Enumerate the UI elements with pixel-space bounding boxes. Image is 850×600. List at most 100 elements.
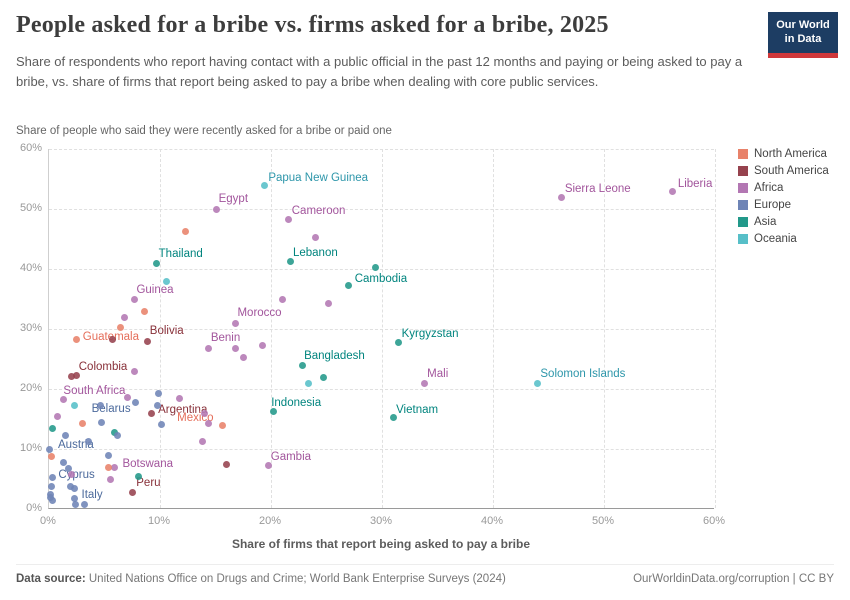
data-point-liberia[interactable] (669, 187, 677, 195)
point-label-argentina[interactable]: Argentina (158, 404, 208, 416)
point-label-cameroon[interactable]: Cameroon (291, 204, 346, 217)
data-point-morocco[interactable] (231, 319, 239, 327)
data-point[interactable] (85, 437, 93, 445)
data-point[interactable] (106, 475, 114, 483)
data-point-peru[interactable] (128, 489, 136, 497)
point-label-cyprus[interactable]: Cyprus (58, 468, 95, 481)
point-label-gambia[interactable]: Gambia (270, 450, 312, 463)
point-label-south-africa[interactable]: South Africa (63, 384, 126, 397)
data-point-vietnam[interactable] (389, 414, 397, 422)
data-point[interactable] (81, 501, 89, 509)
data-point-egypt[interactable] (213, 205, 221, 213)
data-point[interactable] (198, 438, 206, 446)
data-point-sierra-leone[interactable] (558, 193, 566, 201)
data-point-austria[interactable] (45, 445, 53, 453)
point-label-italy[interactable]: Italy (81, 489, 103, 502)
data-point[interactable] (319, 374, 327, 382)
data-point[interactable] (239, 354, 247, 362)
data-point[interactable] (67, 470, 75, 478)
point-label-mali[interactable]: Mali (427, 368, 449, 380)
data-point[interactable] (71, 484, 79, 492)
data-point[interactable] (371, 264, 379, 272)
data-point[interactable] (71, 402, 79, 410)
data-point[interactable] (155, 390, 163, 398)
point-label-egypt[interactable]: Egypt (218, 193, 249, 205)
data-point-bolivia[interactable] (144, 337, 152, 345)
data-point-south-africa[interactable] (59, 396, 67, 404)
data-point[interactable] (47, 483, 55, 491)
legend-item-africa[interactable]: Africa (738, 182, 829, 194)
data-point[interactable] (105, 463, 113, 471)
credit-link[interactable]: OurWorldinData.org/corruption | CC BY (633, 573, 834, 585)
point-label-vietnam[interactable]: Vietnam (396, 403, 439, 416)
data-point[interactable] (54, 412, 62, 420)
data-point-cyprus[interactable] (48, 474, 56, 482)
data-point[interactable] (65, 465, 73, 473)
data-point[interactable] (110, 428, 118, 436)
legend-item-europe[interactable]: Europe (738, 199, 829, 211)
data-point[interactable] (163, 277, 171, 285)
data-point-guatemala[interactable] (73, 336, 81, 344)
data-point[interactable] (62, 432, 70, 440)
data-point-colombia[interactable] (73, 372, 81, 380)
data-point-cambodia[interactable] (345, 281, 353, 289)
data-point[interactable] (114, 432, 122, 440)
legend-item-north-america[interactable]: North America (738, 148, 829, 160)
data-point-botswana[interactable] (110, 463, 118, 471)
data-point-argentina[interactable] (147, 409, 155, 417)
data-point-lebanon[interactable] (287, 258, 295, 266)
point-label-sierra-leone[interactable]: Sierra Leone (564, 183, 631, 195)
point-label-papua-new-guinea[interactable]: Papua New Guinea (268, 172, 369, 184)
data-point-belarus[interactable] (132, 399, 140, 407)
data-point[interactable] (59, 459, 67, 467)
point-label-indonesia[interactable]: Indonesia (271, 396, 322, 409)
data-point-italy[interactable] (71, 494, 79, 502)
data-point[interactable] (48, 496, 56, 504)
data-point[interactable] (72, 501, 80, 509)
data-point[interactable] (97, 418, 105, 426)
data-point[interactable] (116, 323, 124, 331)
legend-item-oceania[interactable]: Oceania (738, 233, 829, 245)
data-point[interactable] (325, 300, 333, 308)
data-point-cameroon[interactable] (285, 216, 293, 224)
data-point[interactable] (135, 472, 143, 480)
owid-logo[interactable]: Our World in Data (768, 12, 838, 58)
data-point[interactable] (47, 453, 55, 461)
data-point[interactable] (200, 409, 208, 417)
data-point-kyrgyzstan[interactable] (395, 339, 403, 347)
data-point-bangladesh[interactable] (298, 361, 306, 369)
data-point[interactable] (108, 336, 116, 344)
point-label-botswana[interactable]: Botswana (122, 458, 173, 470)
data-point[interactable] (140, 307, 148, 315)
data-point[interactable] (182, 228, 190, 236)
point-label-bangladesh[interactable]: Bangladesh (304, 350, 365, 362)
point-label-kyrgyzstan[interactable]: Kyrgyzstan (401, 327, 459, 340)
point-label-liberia[interactable]: Liberia (677, 178, 713, 190)
point-label-morocco[interactable]: Morocco (237, 307, 282, 319)
data-point[interactable] (223, 460, 231, 468)
point-label-colombia[interactable]: Colombia (78, 360, 128, 373)
data-point[interactable] (124, 393, 132, 401)
point-label-cambodia[interactable]: Cambodia (354, 273, 408, 286)
legend-item-south-america[interactable]: South America (738, 165, 829, 177)
data-point[interactable] (176, 394, 184, 402)
data-point[interactable] (231, 345, 239, 353)
point-label-benin[interactable]: Benin (210, 332, 241, 345)
data-point-mali[interactable] (420, 379, 428, 387)
data-point[interactable] (48, 424, 56, 432)
data-point-thailand[interactable] (153, 259, 161, 267)
data-point-guinea[interactable] (130, 295, 138, 303)
legend-item-asia[interactable]: Asia (738, 216, 829, 228)
data-point[interactable] (96, 402, 104, 410)
point-label-solomon-islands[interactable]: Solomon Islands (540, 368, 626, 380)
data-point[interactable] (205, 420, 213, 428)
point-label-thailand[interactable]: Thailand (158, 248, 203, 260)
data-point[interactable] (311, 234, 319, 242)
data-point-gambia[interactable] (265, 462, 273, 470)
point-label-bolivia[interactable]: Bolivia (149, 325, 184, 337)
point-label-austria[interactable]: Austria (58, 439, 94, 451)
data-point-solomon-islands[interactable] (533, 379, 541, 387)
data-point-benin[interactable] (205, 344, 213, 352)
data-point-papua-new-guinea[interactable] (260, 181, 268, 189)
point-label-lebanon[interactable]: Lebanon (292, 246, 338, 259)
